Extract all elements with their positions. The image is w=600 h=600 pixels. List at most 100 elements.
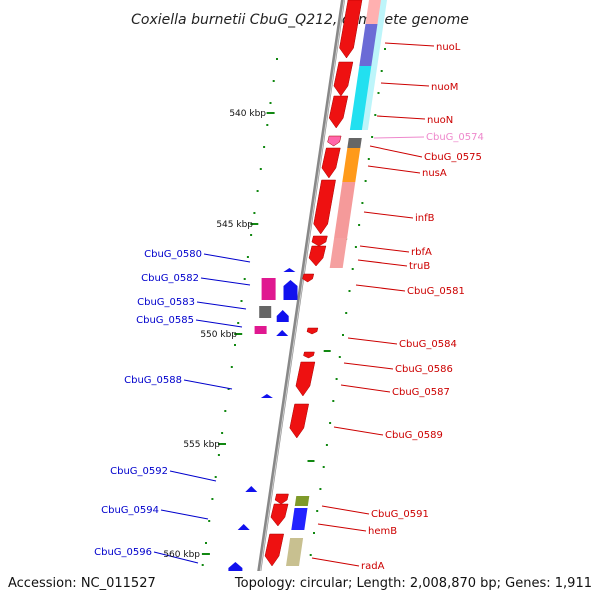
kbp-mark: 550 kbp <box>200 330 237 340</box>
kbp-mark: 540 kbp <box>229 109 266 119</box>
scale-tick <box>316 510 319 512</box>
scale-tick <box>319 488 322 490</box>
leader-line <box>380 82 430 87</box>
leader-line <box>169 470 217 482</box>
gene-label-CbuG_0575[interactable]: CbuG_0575 <box>424 152 482 163</box>
forward-gene-arrow <box>339 0 363 59</box>
forward-gene-arrow <box>289 403 310 439</box>
scale-tick <box>309 554 312 556</box>
gene-label-infB[interactable]: infB <box>415 213 435 224</box>
scale-tick <box>227 388 230 390</box>
kbp-mark: 545 kbp <box>216 220 253 230</box>
scale-tick <box>237 322 240 324</box>
forward-gene-arrow <box>313 179 336 235</box>
gene-label-CbuG_0588[interactable]: CbuG_0588 <box>124 375 182 386</box>
feature-bar <box>361 0 387 130</box>
feature-bar <box>286 538 304 566</box>
kbp-tick <box>307 460 315 462</box>
gene-label-nuoL[interactable]: nuoL <box>436 42 461 53</box>
scale-tick <box>259 168 262 170</box>
reverse-gene-box <box>259 306 272 318</box>
leader-line <box>363 211 414 219</box>
gene-label-CbuG_0586[interactable]: CbuG_0586 <box>395 364 453 375</box>
scale-tick <box>332 400 335 402</box>
gene-label-nuoN[interactable]: nuoN <box>427 115 453 126</box>
kbp-tick <box>218 443 226 445</box>
leader-line <box>160 509 209 520</box>
scale-tick <box>380 70 383 72</box>
scale-tick <box>211 498 214 500</box>
feature-bar <box>294 496 310 506</box>
leader-line <box>196 301 247 310</box>
scale-tick <box>371 136 374 138</box>
kbp-mark: 555 kbp <box>183 440 220 450</box>
gene-label-CbuG_0582[interactable]: CbuG_0582 <box>141 273 199 284</box>
label-leaders <box>153 42 435 567</box>
scale-tick <box>256 190 259 192</box>
scale-tick <box>325 444 328 446</box>
scale-tick <box>364 180 367 182</box>
gene-label-CbuG_0581[interactable]: CbuG_0581 <box>407 286 465 297</box>
gene-label-CbuG_0591[interactable]: CbuG_0591 <box>371 509 429 520</box>
gene-label-CbuG_0583[interactable]: CbuG_0583 <box>137 297 195 308</box>
gene-label-CbuG_0589[interactable]: CbuG_0589 <box>385 430 443 441</box>
scale-tick <box>348 290 351 292</box>
leader-line <box>376 115 426 120</box>
reverse-gene-arrow <box>276 310 289 322</box>
scale-tick <box>313 532 315 534</box>
kbp-tick <box>266 112 275 114</box>
feature-bar <box>365 0 382 24</box>
gene-label-truB[interactable]: truB <box>409 261 430 272</box>
scale-tick <box>335 378 338 380</box>
kbp-tick <box>201 553 210 555</box>
feature-bar <box>347 138 362 148</box>
gene-label-CbuG_0585[interactable]: CbuG_0585 <box>136 315 194 326</box>
feature-bar <box>349 66 373 130</box>
genome-summary-text: Topology: circular; Length: 2,008,870 bp… <box>234 576 592 591</box>
forward-gene-arrow <box>321 147 341 179</box>
footer-band <box>0 571 600 600</box>
gene-label-rbfA[interactable]: rbfA <box>411 247 432 258</box>
gene-label-CbuG_0596[interactable]: CbuG_0596 <box>94 547 152 558</box>
forward-gene-arrow <box>270 503 289 527</box>
reverse-gene-arrow <box>245 486 258 492</box>
reverse-gene-arrow <box>283 280 298 300</box>
scale-tick <box>367 158 370 160</box>
scale-tick <box>272 80 275 82</box>
scale-tick <box>201 564 204 566</box>
leader-line <box>311 557 360 567</box>
scale-tick <box>208 520 211 522</box>
gene-label-CbuG_0594[interactable]: CbuG_0594 <box>101 505 159 516</box>
scale-tick <box>374 114 377 116</box>
gene-label-CbuG_0587[interactable]: CbuG_0587 <box>392 387 450 398</box>
gene-label-radA[interactable]: radA <box>361 561 385 572</box>
forward-gene-arrow <box>333 61 354 97</box>
forward-gene-arrow <box>302 273 315 283</box>
scale-tick <box>345 312 348 314</box>
scale-tick <box>361 202 364 204</box>
leader-line <box>359 245 410 253</box>
reverse-gene-arrow <box>276 330 289 336</box>
scale-tick <box>263 146 266 148</box>
gene-label-CbuG_0574[interactable]: CbuG_0574 <box>426 132 484 143</box>
kbp-tick <box>234 333 243 335</box>
scale-tick <box>234 344 236 346</box>
leader-line <box>200 277 251 286</box>
feature-bar <box>342 148 361 182</box>
gene-label-nuoM[interactable]: nuoM <box>431 82 458 93</box>
leader-line <box>355 284 406 292</box>
gene-label-hemB[interactable]: hemB <box>368 526 397 537</box>
scale-tick <box>250 234 253 236</box>
scale-tick <box>269 102 272 104</box>
gene-label-CbuG_0580[interactable]: CbuG_0580 <box>144 249 202 260</box>
feature-bar <box>291 508 308 530</box>
leader-line <box>183 379 233 390</box>
kbp-tick <box>323 350 331 352</box>
gene-label-CbuG_0592[interactable]: CbuG_0592 <box>110 466 168 477</box>
scale-tick <box>322 466 325 468</box>
feature-bar <box>329 238 348 268</box>
gene-label-nusA[interactable]: nusA <box>422 168 447 179</box>
gene-label-CbuG_0584[interactable]: CbuG_0584 <box>399 339 457 350</box>
scale-tick <box>354 246 357 248</box>
